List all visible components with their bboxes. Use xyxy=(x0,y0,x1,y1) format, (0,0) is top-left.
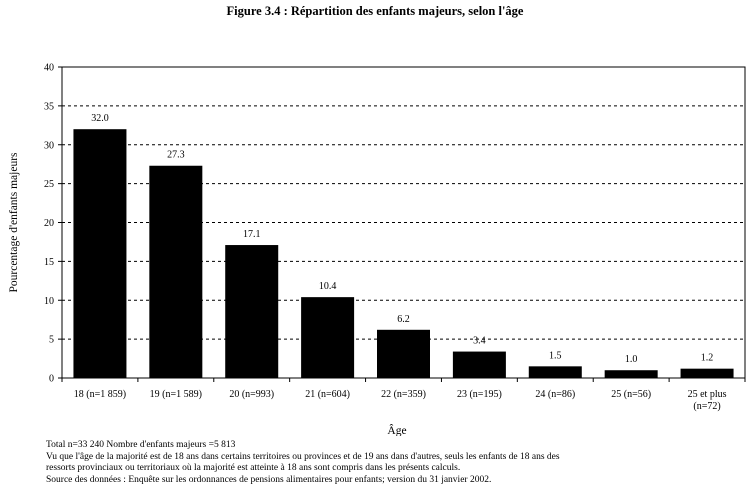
y-axis-label: Pourcentage d'enfants majeurs xyxy=(8,152,20,293)
bar xyxy=(604,370,658,378)
y-tick-label: 5 xyxy=(49,335,54,346)
y-tick-label: 20 xyxy=(44,218,54,229)
bar xyxy=(452,351,506,378)
bar xyxy=(149,165,203,378)
bar xyxy=(73,129,127,378)
y-axis: 0 5 10 15 20 25 30 35 40 xyxy=(44,63,62,385)
bar-value-label: 17.1 xyxy=(243,229,261,240)
x-tick-label-line: 18 (n=1 859) xyxy=(74,389,126,400)
x-tick-label: 25 (n=56) xyxy=(611,389,651,400)
y-tick-label: 25 xyxy=(44,179,54,190)
x-axis-label: Âge xyxy=(387,423,406,436)
bar xyxy=(225,245,279,378)
x-tick-label-line: 22 (n=359) xyxy=(381,389,426,400)
bar-value-label: 10.4 xyxy=(319,281,337,292)
x-tick-label: 24 (n=86) xyxy=(535,389,575,400)
x-tick-label-line: 19 (n=1 589) xyxy=(150,389,202,400)
x-tick-label: 21 (n=604) xyxy=(305,389,350,400)
y-tick-label: 10 xyxy=(44,296,54,307)
bar-value-label: 1.5 xyxy=(549,350,562,361)
footnote-majority-1: Vu que l'âge de la majorité est de 18 an… xyxy=(46,451,560,462)
bar xyxy=(377,329,430,378)
bar-value-label: 3.4 xyxy=(473,336,486,347)
bar-value-label: 1.2 xyxy=(701,353,714,364)
x-tick-label-line: 24 (n=86) xyxy=(535,389,575,400)
footnote-total: Total n=33 240 Nombre d'enfants majeurs … xyxy=(46,440,236,450)
x-tick-label-line: 23 (n=195) xyxy=(457,389,502,400)
x-tick-label: 18 (n=1 859) xyxy=(74,389,126,400)
bar-value-label: 32.0 xyxy=(91,113,109,124)
footnotes: Total n=33 240 Nombre d'enfants majeurs … xyxy=(46,440,746,486)
bar xyxy=(680,368,734,378)
y-tick-label: 30 xyxy=(44,140,54,151)
x-tick-label: 20 (n=993) xyxy=(229,389,274,400)
y-tick-label: 15 xyxy=(44,257,54,268)
plot-frame xyxy=(61,66,746,379)
x-tick-label-line: 25 (n=56) xyxy=(611,389,651,400)
footnote-source: Source des données : Enquête sur les ord… xyxy=(46,474,492,485)
bar-chart: Figure 3.4 : Répartition des enfants maj… xyxy=(8,4,746,436)
bar xyxy=(301,297,355,378)
bar-value-label: 27.3 xyxy=(167,150,185,161)
x-axis: 18 (n=1 859) 19 (n=1 589) 20 (n=993) 21 (n=… xyxy=(61,378,746,412)
y-tick-label: 40 xyxy=(44,63,54,74)
x-tick-label-line: 20 (n=993) xyxy=(229,389,274,400)
chart-title: Figure 3.4 : Répartition des enfants maj… xyxy=(227,4,524,18)
x-tick-label-line: 21 (n=604) xyxy=(305,389,350,400)
x-tick-label-line: (n=72) xyxy=(693,401,720,412)
x-tick-label: 25 et plus (n=72) xyxy=(688,389,727,412)
bar-value-label: 6.2 xyxy=(397,314,410,325)
x-tick-label: 19 (n=1 589) xyxy=(150,389,202,400)
y-tick-label: 35 xyxy=(44,101,54,112)
bars: 32.0 27.3 17.1 10.4 6.2 3.4 1.5 1.0 1.2 xyxy=(73,113,734,378)
x-tick-label: 22 (n=359) xyxy=(381,389,426,400)
footnote-majority-2: ressorts provinciaux ou territoriaux où … xyxy=(46,463,461,474)
x-tick-label-line: 25 et plus xyxy=(688,389,727,400)
y-tick-label: 0 xyxy=(49,374,54,385)
bar-value-label: 1.0 xyxy=(625,354,638,365)
bar xyxy=(528,366,582,378)
x-tick-label: 23 (n=195) xyxy=(457,389,502,400)
